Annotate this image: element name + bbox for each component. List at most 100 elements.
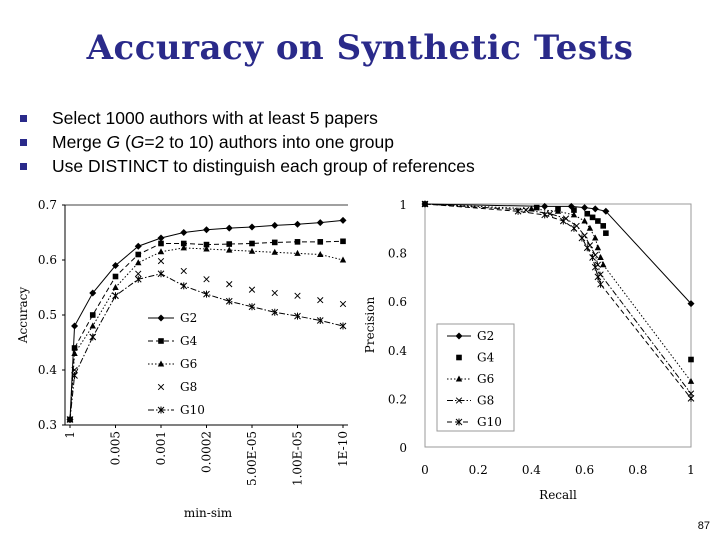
data-point [597, 280, 604, 288]
data-point [226, 241, 233, 247]
data-point [226, 246, 233, 253]
data-point [687, 300, 695, 308]
data-point [157, 270, 165, 278]
y-axis-label: Precision [363, 297, 377, 354]
data-point [271, 248, 278, 255]
legend-box [436, 323, 515, 432]
y-tick-label: 0.8 [388, 247, 407, 261]
series-g2 [66, 216, 347, 423]
x-tick-label: 1 [687, 463, 695, 477]
data-point [317, 296, 324, 304]
chart-legend: G2 G4 G6 G8 G10 [447, 329, 502, 429]
data-point [687, 390, 695, 397]
square-bullet-icon [20, 115, 27, 122]
legend-label: G8 [477, 394, 494, 408]
data-point [180, 267, 187, 275]
legend-marker [456, 354, 462, 361]
x-tick-label: 5.00E-05 [245, 431, 259, 486]
data-point [271, 289, 278, 297]
bullet-text: Select 1000 authors with at least 5 pape… [52, 108, 378, 128]
data-point [71, 322, 79, 330]
data-point [316, 317, 324, 324]
precision-plot-area [424, 203, 692, 448]
data-point [180, 240, 187, 247]
data-point [570, 211, 578, 218]
x-tick-label: 0.001 [154, 431, 168, 465]
legend-marker [157, 406, 165, 414]
y-tick-label: 0.4 [38, 363, 57, 377]
data-point [541, 202, 549, 210]
square-bullet-icon [20, 163, 27, 170]
data-point [134, 242, 142, 250]
data-point [112, 284, 119, 290]
accuracy-chart: 0.3 0.4 0.5 0.6 0.7 1 0.005 0.001 0.0002 5.00E-05… [16, 198, 350, 520]
bullet-item: Merge G (G=2 to 10) authors into one gro… [18, 130, 708, 154]
data-point [248, 303, 256, 311]
data-point [135, 259, 142, 266]
y-tick-label: 0.5 [38, 308, 57, 322]
italic-variable: G [106, 132, 121, 152]
data-point [589, 214, 596, 221]
legend-entry: G8 [157, 380, 197, 394]
x-tick-label: 0 [421, 463, 429, 477]
data-point [294, 239, 301, 245]
legend-label: G2 [180, 311, 197, 325]
data-point [203, 226, 210, 234]
data-point [248, 286, 256, 293]
data-point [294, 220, 301, 228]
x-axis-label: Recall [539, 488, 577, 502]
y-tick-label: 0.4 [388, 344, 407, 358]
data-point [112, 273, 119, 280]
legend-marker [157, 314, 165, 322]
data-point [591, 205, 599, 213]
legend-entry: G6 [148, 357, 197, 371]
data-point [592, 234, 599, 241]
data-point [687, 377, 695, 384]
data-point [339, 322, 347, 330]
italic-variable: G [130, 132, 145, 152]
y-tick-label: 0.3 [38, 418, 57, 432]
data-point [570, 224, 578, 232]
legend-entry: G2 [447, 329, 494, 343]
data-point [294, 249, 301, 256]
data-point [578, 234, 586, 242]
data-point [294, 312, 301, 320]
data-point [528, 205, 535, 212]
data-point [600, 223, 607, 229]
data-point [157, 248, 165, 255]
x-tick-label: 0.4 [522, 463, 541, 477]
legend-entry: G6 [447, 372, 494, 386]
legend-marker [157, 360, 165, 367]
legend-entry: G4 [148, 334, 198, 348]
data-point [559, 217, 567, 225]
legend-label: G4 [180, 334, 198, 348]
data-point [317, 251, 324, 257]
data-point [248, 223, 256, 231]
data-point [603, 230, 609, 236]
y-tick-label: 0 [399, 441, 407, 455]
y-tick-label: 0.6 [388, 295, 407, 309]
bullet-list: Select 1000 authors with at least 5 pape… [18, 106, 708, 178]
series-g10 [66, 270, 347, 423]
data-point [112, 292, 119, 300]
data-point [597, 253, 604, 260]
series-line [69, 247, 344, 420]
precision-recall-chart: 0 0.2 0.4 0.6 0.8 1 0 0.2 0.4 0.6 0.8 1 Precision Rec… [363, 198, 695, 502]
series-line [69, 273, 344, 420]
accuracy-plot-area [64, 204, 349, 426]
data-point [340, 238, 346, 245]
bullet-item: Use DISTINCT to distinguish each group o… [18, 154, 708, 178]
data-point [158, 240, 164, 247]
legend-label: G8 [180, 380, 197, 394]
legend-label: G4 [477, 351, 495, 365]
legend-marker [455, 397, 463, 404]
data-point [71, 372, 78, 379]
data-point [594, 273, 602, 281]
data-point [89, 333, 97, 341]
data-point [248, 247, 256, 254]
data-point [584, 210, 591, 217]
data-point [595, 218, 601, 224]
x-tick-label: 1.00E-05 [291, 431, 305, 486]
series-line [424, 203, 692, 304]
